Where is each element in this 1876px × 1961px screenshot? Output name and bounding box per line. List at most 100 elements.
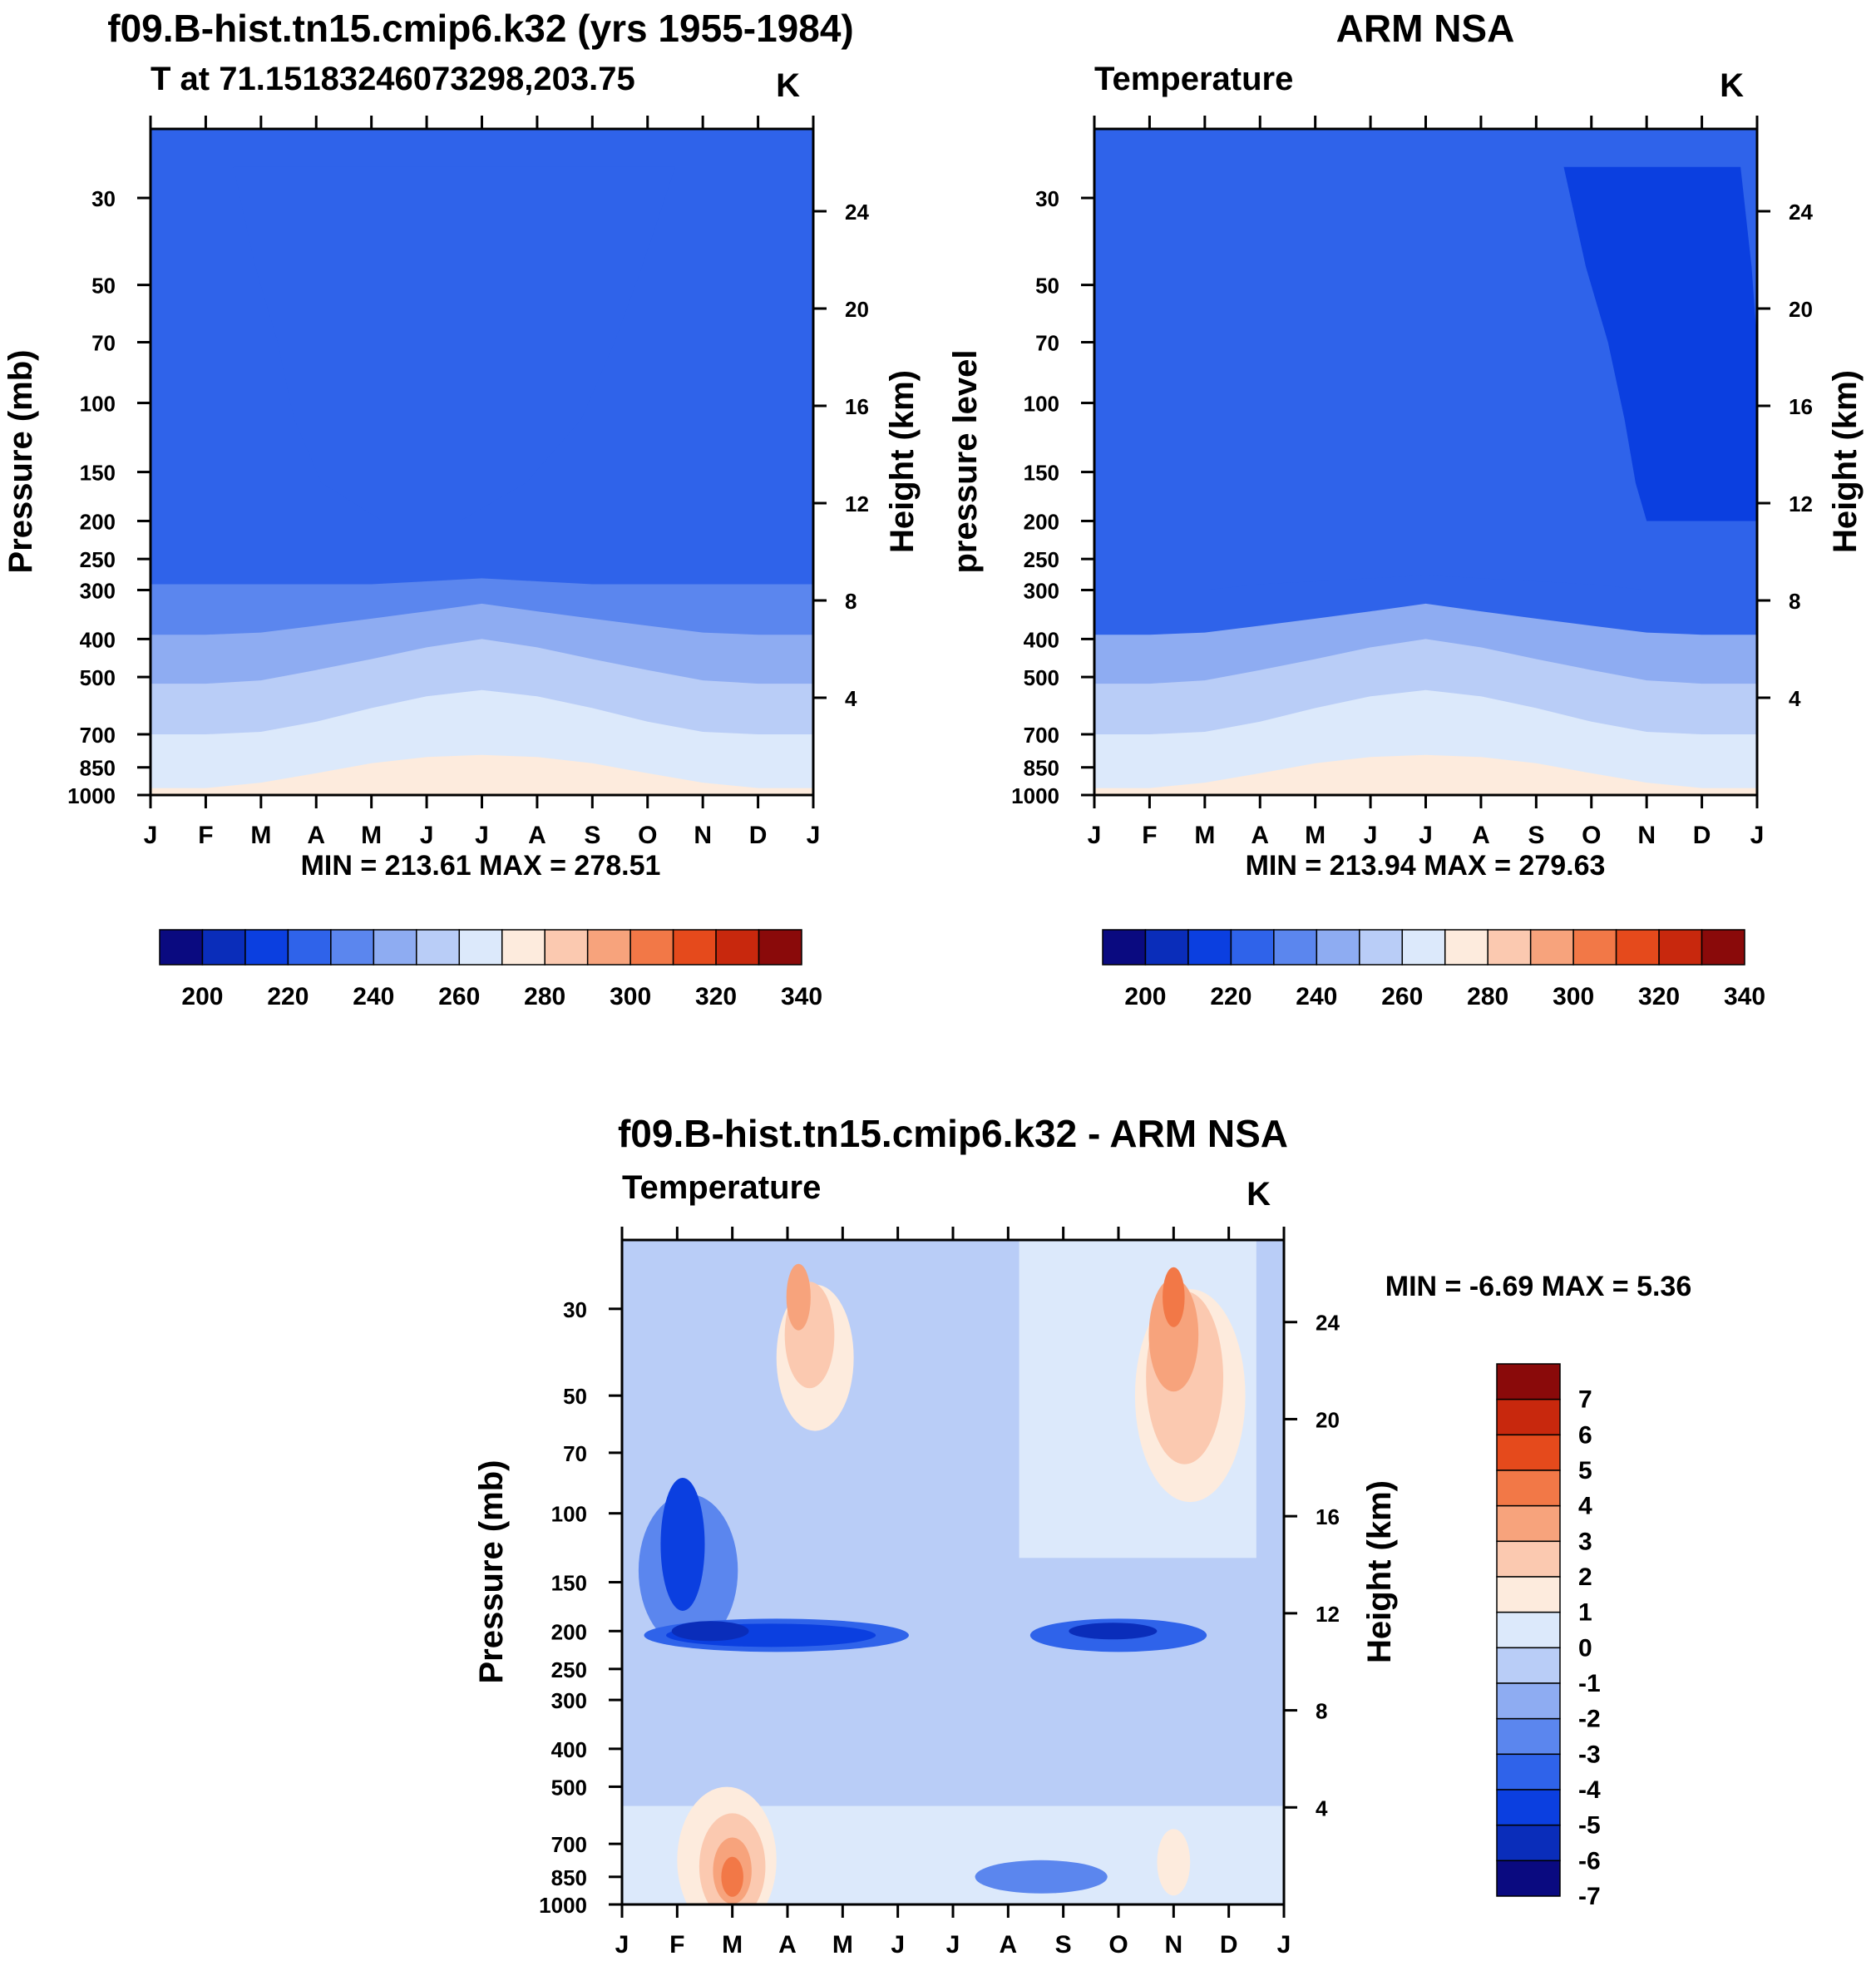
x-tick-label: S	[584, 822, 600, 849]
colorbar-swatch	[159, 929, 204, 966]
x-tick-label: M	[722, 1931, 743, 1959]
colorbar-label: 240	[1296, 983, 1337, 1010]
y2-tick-label: 4	[1316, 1796, 1328, 1820]
y-tick-label: 50	[1035, 274, 1059, 299]
colorbar-swatch	[1658, 929, 1703, 966]
y-tick-label: 150	[1024, 461, 1059, 486]
x-tick-label: A	[778, 1931, 797, 1959]
y-tick-label: 700	[80, 723, 116, 748]
colorbar-panel-2: 200 220 240 260 280 300 320 340	[1102, 929, 1765, 1010]
colorbar-label: 3	[1578, 1528, 1592, 1555]
colorbar-swatch	[373, 929, 417, 966]
x-tick-label: O	[1582, 822, 1601, 849]
colorbar-swatch	[458, 929, 503, 966]
colorbar-label: 1	[1578, 1599, 1592, 1627]
colorbar-swatch	[1701, 929, 1745, 966]
colorbar-swatch	[501, 929, 546, 966]
x-tick-label: M	[361, 822, 382, 849]
y2-tick-label: 12	[1789, 491, 1813, 516]
x-tick-label: J	[475, 822, 489, 849]
y2-axis-title: Height (km)	[1361, 1480, 1398, 1663]
y2-axis-title: Height (km)	[1827, 370, 1864, 553]
x-tick-label: M	[1194, 822, 1215, 849]
minmax-text: MIN = -6.69 MAX = 5.36	[1385, 1271, 1692, 1302]
y-tick-label: 850	[1024, 756, 1059, 781]
x-tick-label: A	[1251, 822, 1269, 849]
y-tick-label: 400	[1024, 627, 1059, 652]
y2-tick-label: 4	[1789, 686, 1801, 711]
colorbar-label: 200	[1124, 983, 1166, 1010]
y-tick-label: 700	[551, 1832, 587, 1857]
contour-blob	[1163, 1267, 1185, 1327]
contour-fill-panel-1	[149, 127, 815, 797]
y-tick-label: 150	[80, 461, 116, 486]
y2-tick-label: 16	[845, 394, 869, 419]
y-tick-label: 400	[80, 627, 116, 652]
x-tick-label: S	[1055, 1931, 1072, 1959]
y-tick-label: 30	[91, 186, 116, 211]
colorbar-swatch	[1572, 929, 1617, 966]
x-tick-label: M	[1305, 822, 1326, 849]
contour-region	[233, 166, 676, 521]
colorbar-swatch	[758, 929, 802, 966]
colorbar-swatch	[1273, 929, 1318, 966]
colorbar-label: 280	[524, 983, 565, 1010]
axes-panel-1: J F M A M J J A S O N D J 30 50 70 100 150 200 250 300 400 500…	[2, 7, 921, 882]
axes-panel-3: J F M A M J J A S O N D J305070100150200250300400500…	[473, 1112, 1691, 1959]
colorbar-label: -2	[1578, 1706, 1601, 1733]
colorbar-label: 7	[1578, 1386, 1592, 1414]
colorbar-swatch	[544, 929, 589, 966]
y-axis-title: Pressure (mb)	[2, 350, 39, 574]
y2-tick-label: 16	[1316, 1504, 1340, 1529]
chart-title: Temperature	[622, 1169, 821, 1206]
colorbar-swatch	[1615, 929, 1660, 966]
colorbar-label: -6	[1578, 1847, 1601, 1875]
x-tick-label: F	[198, 822, 213, 849]
y-tick-label: 250	[1024, 547, 1059, 572]
colorbar-label: 340	[1724, 983, 1765, 1010]
y-tick-label: 70	[1035, 331, 1059, 356]
y2-axis-title: Height (km)	[884, 370, 921, 553]
colorbar-label: 300	[610, 983, 651, 1010]
colorbar-swatch	[1187, 929, 1232, 966]
y2-tick-label: 24	[1316, 1311, 1340, 1336]
y-tick-label: 500	[1024, 665, 1059, 690]
contour-band	[151, 754, 813, 795]
y-tick-label: 30	[1035, 186, 1059, 211]
x-tick-label: N	[1637, 822, 1656, 849]
colorbar-label: -1	[1578, 1670, 1601, 1697]
x-tick-label: J	[144, 822, 158, 849]
colorbar-swatch	[1496, 1398, 1561, 1436]
x-tick-label: A	[307, 822, 325, 849]
contour-blob	[786, 1263, 811, 1331]
colorbar-swatch	[1496, 1682, 1561, 1720]
contour-region	[1563, 166, 1757, 521]
y-axis-title: pressure level	[947, 349, 984, 573]
y-tick-label: 850	[80, 756, 116, 781]
x-tick-label: A	[999, 1931, 1017, 1959]
colorbar-label: 300	[1553, 983, 1594, 1010]
y-tick-label: 500	[80, 665, 116, 690]
colorbar-label: 320	[695, 983, 737, 1010]
contour-band	[1094, 689, 1757, 795]
y2-tick-label: 8	[845, 589, 857, 614]
y-tick-label: 300	[80, 578, 116, 603]
colorbar-swatch	[1144, 929, 1189, 966]
y-tick-label: 1000	[1011, 783, 1059, 808]
colorbar-label: 0	[1578, 1634, 1592, 1662]
y-tick-label: 100	[1024, 392, 1059, 417]
y-tick-label: 50	[91, 274, 116, 299]
x-tick-label: O	[1108, 1931, 1128, 1959]
colorbar-swatch	[672, 929, 717, 966]
y-tick-label: 50	[563, 1384, 587, 1409]
colorbar-label: 340	[781, 983, 822, 1010]
colorbar-swatch	[1496, 1753, 1561, 1791]
colorbar-swatch	[1496, 1824, 1561, 1862]
colorbar-swatch	[1487, 929, 1532, 966]
contour-blob	[660, 1477, 705, 1611]
x-tick-label: J	[891, 1931, 905, 1959]
chart-suptitle: f09.B-hist.tn15.cmip6.k32 (yrs 1955-1984…	[107, 7, 853, 50]
y-tick-label: 100	[551, 1502, 587, 1527]
y2-tick-label: 12	[1316, 1602, 1340, 1627]
